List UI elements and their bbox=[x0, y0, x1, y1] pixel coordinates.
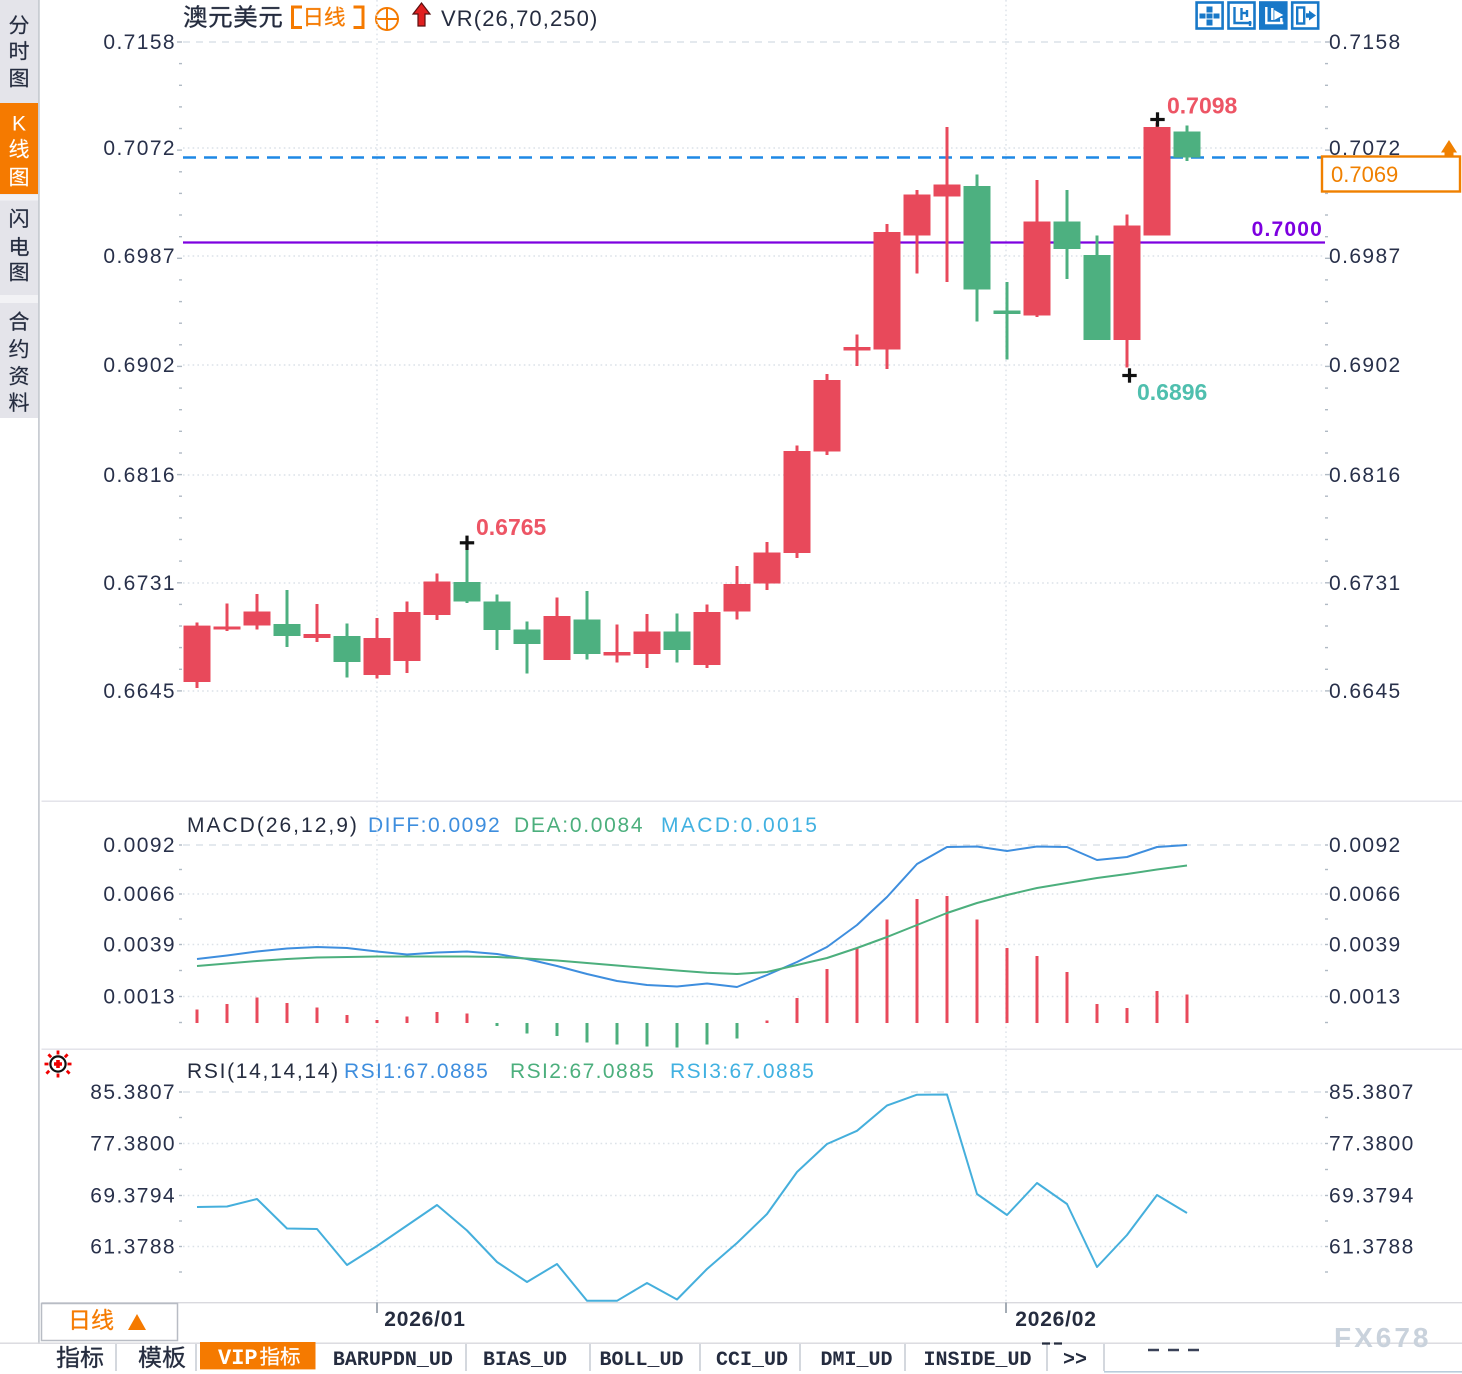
svg-text:BARUPDN_UD: BARUPDN_UD bbox=[333, 1349, 453, 1372]
svg-text:0.0066: 0.0066 bbox=[103, 883, 176, 906]
svg-text:0.6731: 0.6731 bbox=[103, 572, 176, 595]
svg-text:0.0039: 0.0039 bbox=[103, 934, 176, 957]
svg-text:0.6902: 0.6902 bbox=[103, 354, 176, 377]
svg-text:DEA:0.0084: DEA:0.0084 bbox=[514, 814, 644, 837]
svg-text:77.3800: 77.3800 bbox=[90, 1133, 176, 1156]
svg-text:0.7069: 0.7069 bbox=[1331, 162, 1398, 187]
svg-text:0.0092: 0.0092 bbox=[103, 834, 176, 857]
svg-text:BOLL_UD: BOLL_UD bbox=[599, 1349, 683, 1372]
svg-text:0.6902: 0.6902 bbox=[1329, 354, 1402, 377]
svg-text:0.6731: 0.6731 bbox=[1329, 572, 1402, 595]
svg-text:69.3794: 69.3794 bbox=[90, 1185, 176, 1208]
svg-text:>>: >> bbox=[1063, 1349, 1087, 1372]
svg-text:VR(26,70,250): VR(26,70,250) bbox=[441, 6, 598, 31]
svg-text:0.7000: 0.7000 bbox=[1252, 218, 1323, 241]
svg-text:0.6645: 0.6645 bbox=[103, 680, 176, 703]
svg-text:FX678: FX678 bbox=[1334, 1322, 1432, 1353]
svg-text:0.6896: 0.6896 bbox=[1137, 379, 1207, 405]
svg-text:0.0013: 0.0013 bbox=[103, 986, 176, 1009]
svg-text:2026/01: 2026/01 bbox=[384, 1308, 466, 1331]
svg-text:61.3788: 61.3788 bbox=[1329, 1236, 1415, 1259]
svg-text:0.0013: 0.0013 bbox=[1329, 986, 1402, 1009]
svg-text:2026/02: 2026/02 bbox=[1015, 1308, 1097, 1331]
svg-text:RSI1:67.0885: RSI1:67.0885 bbox=[344, 1060, 489, 1083]
svg-text:85.3807: 85.3807 bbox=[1329, 1081, 1415, 1104]
svg-text:0.6645: 0.6645 bbox=[1329, 680, 1402, 703]
svg-text:69.3794: 69.3794 bbox=[1329, 1185, 1415, 1208]
svg-text:61.3788: 61.3788 bbox=[90, 1236, 176, 1259]
svg-text:VIP: VIP bbox=[218, 1346, 258, 1371]
svg-text:0.7098: 0.7098 bbox=[1167, 93, 1238, 119]
svg-text:RSI3:67.0885: RSI3:67.0885 bbox=[670, 1060, 815, 1083]
svg-text:85.3807: 85.3807 bbox=[90, 1081, 176, 1104]
svg-text:INSIDE_UD: INSIDE_UD bbox=[923, 1349, 1031, 1372]
svg-text:0.7072: 0.7072 bbox=[103, 137, 176, 160]
svg-text:MACD(26,12,9): MACD(26,12,9) bbox=[187, 814, 359, 837]
svg-text:0.0092: 0.0092 bbox=[1329, 834, 1402, 857]
svg-text:0.0039: 0.0039 bbox=[1329, 934, 1402, 957]
svg-text:0.7072: 0.7072 bbox=[1329, 137, 1402, 160]
svg-text:0.6765: 0.6765 bbox=[476, 514, 547, 540]
svg-text:MACD:0.0015: MACD:0.0015 bbox=[661, 814, 819, 837]
svg-text:0.6816: 0.6816 bbox=[1329, 464, 1402, 487]
svg-text:0.6987: 0.6987 bbox=[1329, 245, 1402, 268]
svg-text:0.6987: 0.6987 bbox=[103, 245, 176, 268]
svg-text:0.6816: 0.6816 bbox=[103, 464, 176, 487]
svg-text:RSI2:67.0885: RSI2:67.0885 bbox=[510, 1060, 655, 1083]
svg-text:CCI_UD: CCI_UD bbox=[716, 1349, 788, 1372]
svg-text:BIAS_UD: BIAS_UD bbox=[483, 1349, 567, 1372]
svg-text:0.0066: 0.0066 bbox=[1329, 883, 1402, 906]
svg-text:RSI(14,14,14): RSI(14,14,14) bbox=[187, 1060, 340, 1083]
svg-text:77.3800: 77.3800 bbox=[1329, 1133, 1415, 1156]
svg-text:K: K bbox=[12, 113, 26, 136]
svg-text:DMI_UD: DMI_UD bbox=[820, 1349, 892, 1372]
svg-text:0.7158: 0.7158 bbox=[1329, 31, 1402, 54]
svg-text:0.7158: 0.7158 bbox=[103, 31, 176, 54]
svg-text:DIFF:0.0092: DIFF:0.0092 bbox=[368, 814, 501, 837]
